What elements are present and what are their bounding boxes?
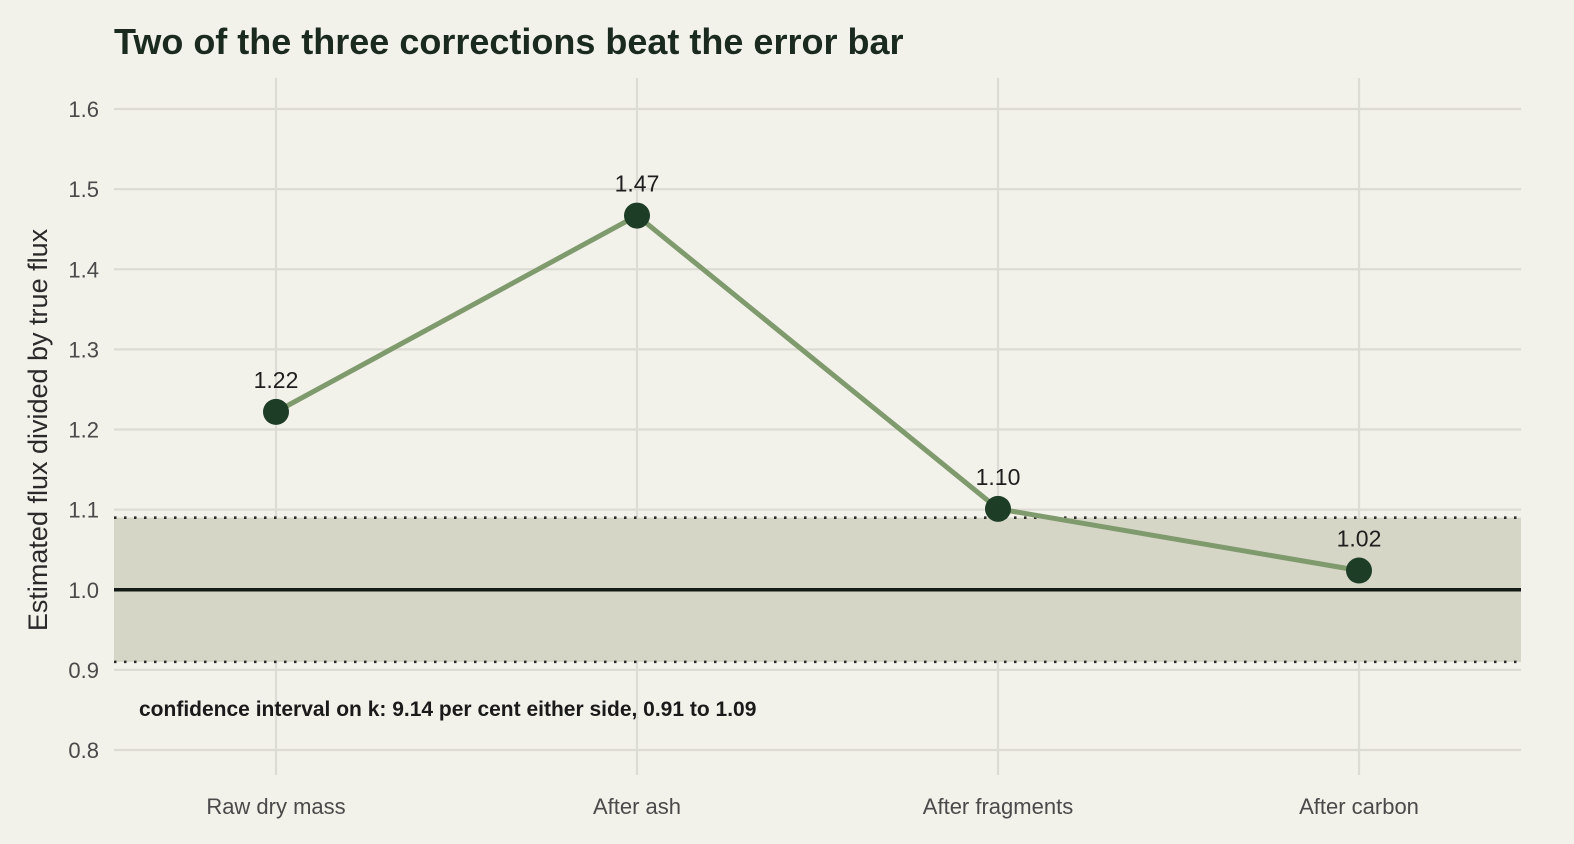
data-point-2 [985,495,1011,522]
band-note: confidence interval on k: 9.14 per cent … [139,698,756,721]
y-axis-ticks: 0.8 0.9 1.0 1.1 1.2 1.3 1.4 1.5 1.6 [68,97,99,763]
y-tick-label-4: 1.2 [68,418,99,443]
x-tick-label-2: After fragments [923,794,1073,819]
series-line [274,213,1360,573]
data-labels: 1.22 1.47 1.10 1.02 [254,171,1382,552]
x-tick-label-0: Raw dry mass [206,794,345,819]
y-tick-label-0: 0.8 [68,738,99,763]
x-tick-label-1: After ash [593,794,681,819]
series [263,202,1372,584]
chart-title: Two of the three corrections beat the er… [114,21,904,62]
x-tick-label-3: After carbon [1299,794,1419,819]
data-label-2: 1.10 [976,464,1021,490]
y-tick-label-1: 0.9 [68,658,99,683]
y-tick-label-7: 1.5 [68,177,99,202]
y-tick-label-3: 1.1 [68,498,99,523]
y-tick-label-8: 1.6 [68,97,99,122]
y-axis-title: Estimated flux divided by true flux [23,228,53,631]
data-point-3 [1346,557,1372,584]
data-point-1 [624,202,650,229]
y-tick-label-2: 1.0 [68,578,99,603]
data-label-0: 1.22 [254,367,299,393]
y-tick-label-5: 1.3 [68,337,99,362]
data-label-1: 1.47 [615,171,660,197]
data-label-3: 1.02 [1337,526,1382,552]
x-axis-ticks: Raw dry mass After ash After fragments Afte… [206,794,1419,819]
y-tick-label-6: 1.4 [68,257,99,282]
data-point-0 [263,398,289,425]
grid [114,78,1521,775]
